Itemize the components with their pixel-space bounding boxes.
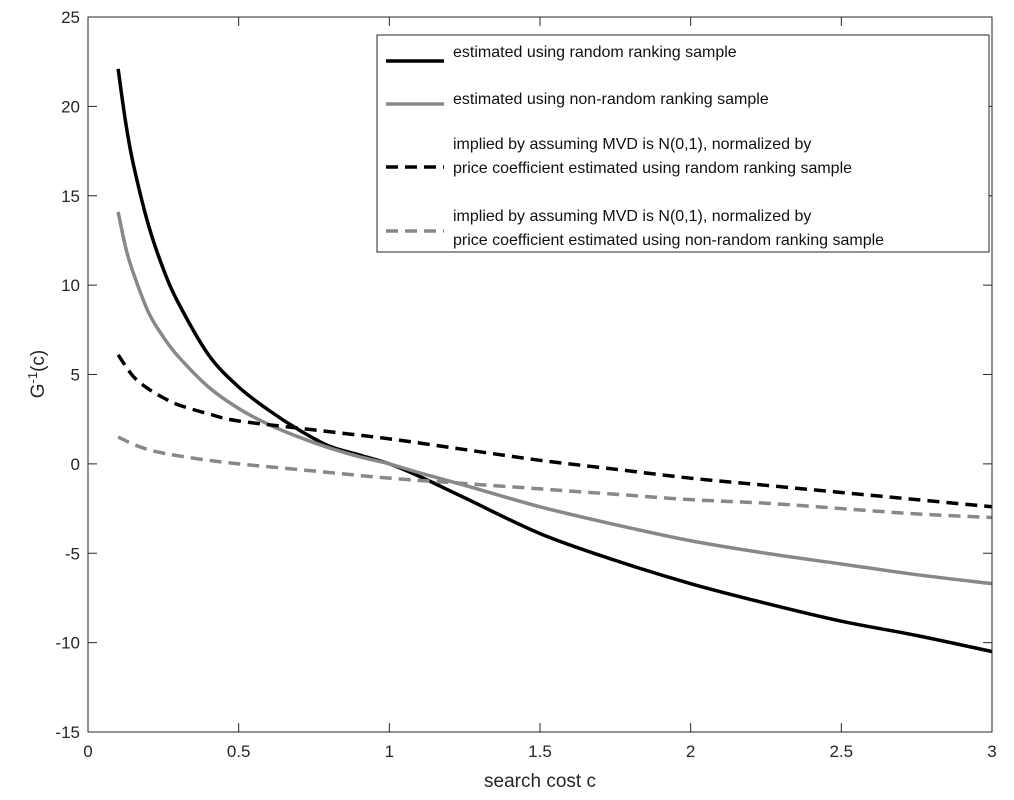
x-tick-label: 0 xyxy=(83,742,92,761)
x-tick-label: 1 xyxy=(385,742,394,761)
x-tick-label: 1.5 xyxy=(528,742,552,761)
legend: estimated using random ranking sample es… xyxy=(376,34,990,253)
legend-label-nonrandom-dashed-line2: price coefficient estimated using non-ra… xyxy=(453,232,884,249)
x-tick-label: 2 xyxy=(686,742,695,761)
y-tick-label: 20 xyxy=(61,97,80,116)
y-axis-title-base: G xyxy=(28,383,49,398)
y-axis-title-superscript: -1 xyxy=(25,372,40,384)
x-tick-label: 0.5 xyxy=(227,742,251,761)
legend-label-nonrandom-dashed-line1: implied by assuming MVD is N(0,1), norma… xyxy=(453,208,811,225)
series-line-nonrandom-dashed xyxy=(117,435,993,520)
y-axis-title-suffix: (c) xyxy=(28,350,49,372)
x-tick-label: 2.5 xyxy=(830,742,854,761)
y-tick-label: -15 xyxy=(55,723,80,742)
x-tick-label: 3 xyxy=(987,742,996,761)
series-layer xyxy=(116,68,993,654)
legend-label-random-dashed-line2: price coefficient estimated using random… xyxy=(453,160,852,177)
y-tick-label: -5 xyxy=(65,544,80,563)
y-tick-label: 15 xyxy=(61,187,80,206)
legend-label-random-dashed-line1: implied by assuming MVD is N(0,1), norma… xyxy=(453,136,811,153)
series-line-random-dashed xyxy=(116,353,993,509)
y-tick-label: 5 xyxy=(71,366,80,385)
y-tick-label: -10 xyxy=(55,634,80,653)
y-axis-title: G-1(c) xyxy=(25,350,49,399)
legend-label-random-solid: estimated using random ranking sample xyxy=(453,44,737,61)
series-line-nonrandom-solid xyxy=(116,211,993,586)
y-tick-label: 10 xyxy=(61,276,80,295)
y-tick-label: 25 xyxy=(61,8,80,27)
legend-box xyxy=(376,34,990,253)
legend-label-nonrandom-solid: estimated using non-random ranking sampl… xyxy=(453,91,769,108)
x-axis-title: search cost c xyxy=(484,771,596,792)
tick-layer: 0 0.5 1 1.5 2 2.5 3 -15 -10 -5 0 5 10 15 20 25 xyxy=(55,8,996,761)
y-tick-label: 0 xyxy=(71,455,80,474)
